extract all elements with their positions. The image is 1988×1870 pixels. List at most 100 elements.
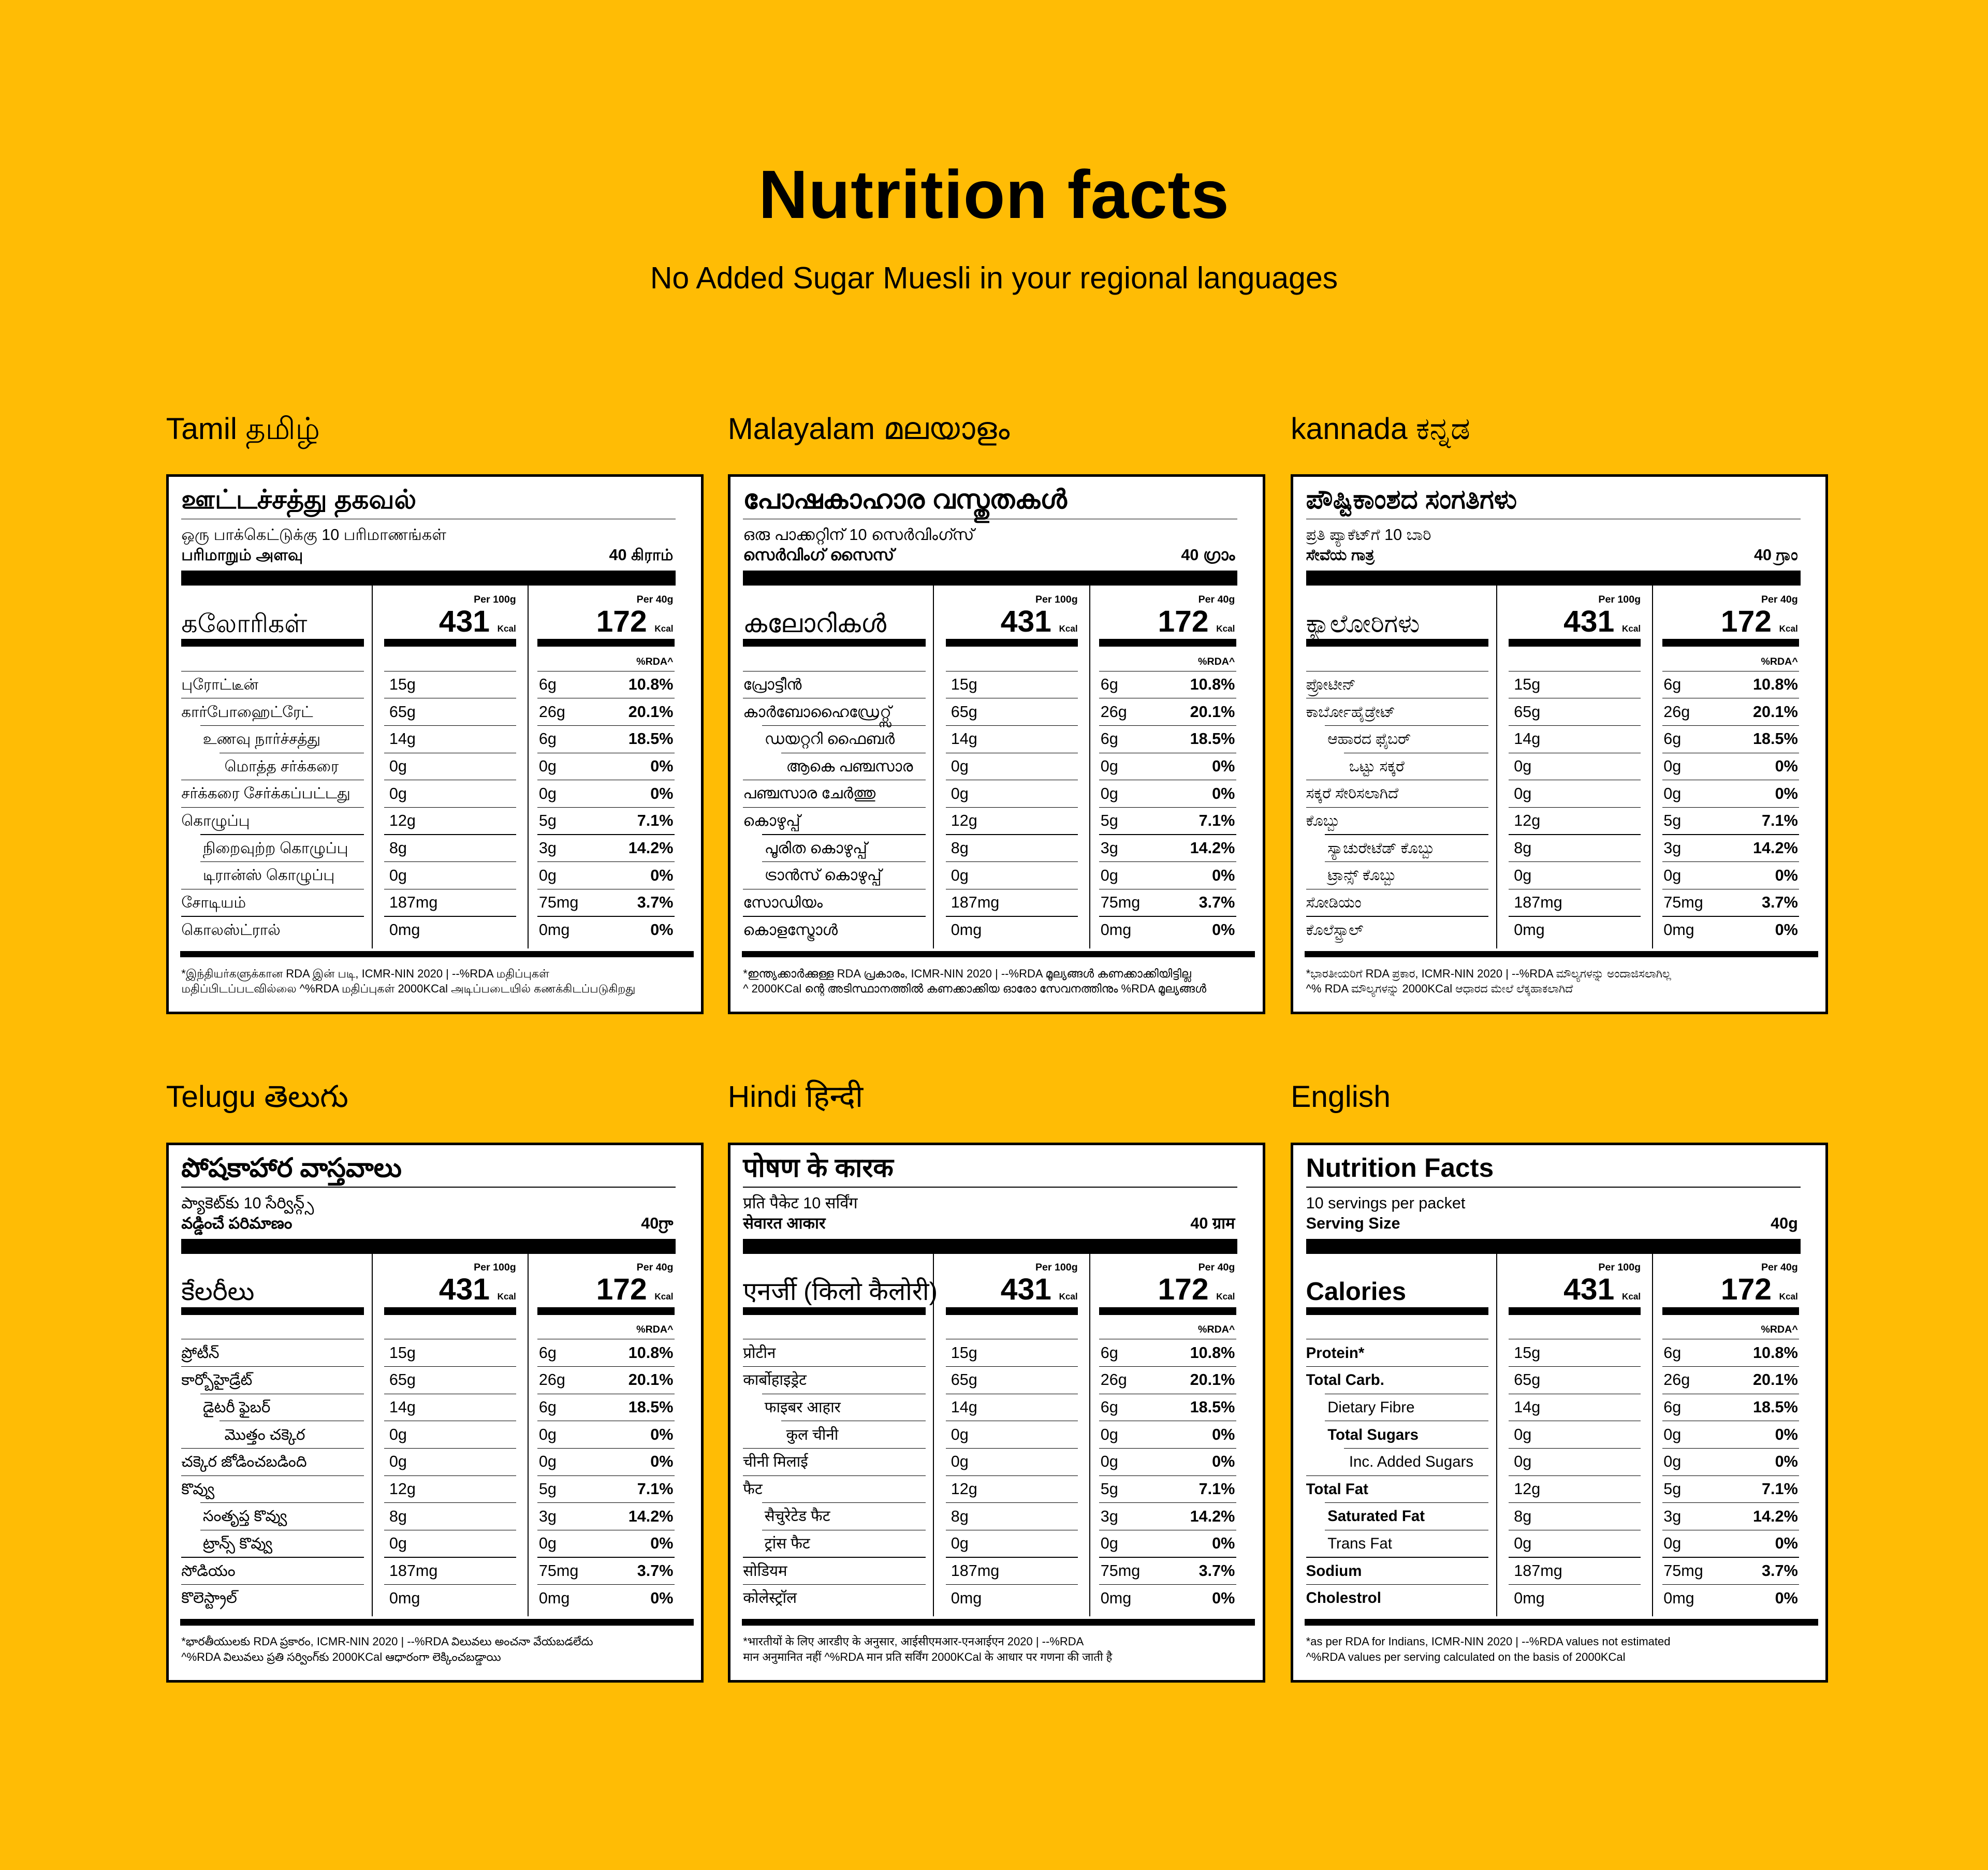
thick-bar xyxy=(1306,639,1489,647)
per-100g-value: 65g xyxy=(951,703,977,721)
per-100g-value: 0g xyxy=(951,1535,969,1553)
rda-label: %RDA^ xyxy=(636,655,674,667)
calories-number: 431 xyxy=(1000,1273,1051,1307)
calories-number: 172 xyxy=(1720,1273,1772,1307)
rda-label: %RDA^ xyxy=(1198,655,1235,667)
per-100g-value: 12g xyxy=(1514,1480,1541,1498)
per-100g-label: Per 100g xyxy=(1035,593,1078,605)
per-100g-label: Per 100g xyxy=(1035,1262,1078,1274)
rda-value: 0% xyxy=(650,1535,674,1553)
nutrient-name: कुल चीनी xyxy=(786,1426,839,1443)
per-100g-label: Per 100g xyxy=(1598,1262,1641,1274)
calories-number: 172 xyxy=(1720,604,1772,638)
per-40g-value: 0g xyxy=(538,1535,557,1553)
row-line xyxy=(1509,1366,1641,1367)
calories-number: 172 xyxy=(596,1273,647,1307)
column-line xyxy=(933,1254,934,1617)
calories-number: 431 xyxy=(1563,604,1615,638)
rda-value: 18.5% xyxy=(1190,1398,1235,1416)
per-100g-value: 187mg xyxy=(951,894,1000,912)
per-40g-value: 6g xyxy=(1100,676,1118,694)
calories-unit: Kcal xyxy=(497,623,516,634)
nutrient-name: సంతృప్త కొవ్వు xyxy=(202,1508,287,1525)
per-40g-value: 0g xyxy=(538,784,557,802)
per-100g-value: 0g xyxy=(389,757,407,776)
label-title: ஊட்டச்சத்து தகவல் xyxy=(181,484,417,515)
rda-value: 18.5% xyxy=(628,1398,674,1416)
footnote: *भारतीयों के लिए आरडीए के अनुसार, आईसीएम… xyxy=(743,1635,1084,1648)
per-40g-label: Per 40g xyxy=(1761,1262,1798,1274)
nutrient-name: ട്രാൻസ് കൊഴുപ്പ് xyxy=(764,867,882,884)
thick-bar xyxy=(180,1619,694,1626)
per-40g-value: 3g xyxy=(1100,839,1118,857)
per-40g-value: 75mg xyxy=(538,894,579,912)
calories-number: 172 xyxy=(596,604,647,638)
row-line xyxy=(1662,1584,1800,1585)
divider xyxy=(743,1187,1238,1188)
nutrient-name: చక్కెర జోడించబడింది xyxy=(181,1453,307,1471)
per-100g-value: 15g xyxy=(389,1343,416,1362)
nutrient-name: कोलेस्ट्रॉल xyxy=(743,1589,797,1607)
per-40g-value: 0g xyxy=(1100,1425,1118,1443)
rda-value: 3.7% xyxy=(1762,1562,1798,1580)
rda-value: 0% xyxy=(1212,921,1235,939)
calories-unit: Kcal xyxy=(1621,623,1641,634)
column-line xyxy=(1496,1254,1497,1617)
label-title: పోషకాహార వాస్తవాలు xyxy=(181,1152,402,1182)
column-line xyxy=(527,1254,529,1617)
calories-label: கலோரிகள் xyxy=(181,609,308,638)
calories-unit: Kcal xyxy=(1621,1292,1641,1302)
per-40g-value: 5g xyxy=(1663,812,1682,830)
row-line xyxy=(537,1475,675,1476)
per-40g-value: 26g xyxy=(538,1371,565,1389)
nutrient-name: ആകെ പഞ്ചസാര xyxy=(786,757,913,775)
rda-value: 14.2% xyxy=(1753,1507,1798,1525)
row-line xyxy=(537,861,675,863)
per-100g-value: 0mg xyxy=(389,921,420,939)
per-40g-value: 0g xyxy=(1100,784,1118,802)
per-100g-value: 65g xyxy=(951,1371,977,1389)
row-line xyxy=(945,1502,1078,1503)
calories-unit: Kcal xyxy=(1216,1292,1235,1302)
calories-label: Calories xyxy=(1306,1278,1406,1306)
per-100g-value: 0g xyxy=(389,866,407,884)
per-100g-value: 12g xyxy=(389,812,416,830)
rda-value: 7.1% xyxy=(1198,812,1235,830)
nutrient-name: சர்க்கரை சேர்க்கப்பட்டது xyxy=(181,785,350,802)
row-line xyxy=(762,834,926,835)
row-line xyxy=(1662,1448,1800,1449)
row-line xyxy=(1662,861,1800,863)
rda-value: 7.1% xyxy=(637,812,674,830)
nutrition-label: ஊட்டச்சத்து தகவல் ஒரு பாக்கெட்டுக்கு 10 ப… xyxy=(166,474,704,1015)
row-line xyxy=(1662,1475,1800,1476)
nutrient-name: ಕೊಲೆಸ್ಟ್ರಾಲ್ xyxy=(1306,921,1364,939)
rda-value: 3.7% xyxy=(637,894,674,912)
column-line xyxy=(527,586,529,948)
nutrient-name: फाइबर आहार xyxy=(764,1398,841,1416)
rda-value: 20.1% xyxy=(1190,1371,1235,1389)
rda-value: 0% xyxy=(650,757,674,776)
row-line xyxy=(537,1448,675,1449)
rda-value: 0% xyxy=(1775,866,1798,884)
row-line xyxy=(1662,725,1800,726)
nutrition-label: പോഷകാഹാര വസ്തുതകൾ ഒരു പാക്കറ്റിന് 10 സെർവ… xyxy=(727,474,1266,1015)
row-line xyxy=(384,1502,516,1503)
column-line xyxy=(1652,1254,1654,1617)
calories-unit: Kcal xyxy=(654,1292,674,1302)
serving-size-label: వడ్డించే పరిమాణం xyxy=(181,1215,293,1232)
thick-bar xyxy=(181,1238,676,1254)
per-100g-value: 8g xyxy=(951,839,969,857)
panel-heading: Hindi हिन्दी xyxy=(727,1080,864,1114)
rda-value: 10.8% xyxy=(1753,676,1798,694)
nutrient-name: ಒಟ್ಟು ಸಕ್ಕರೆ xyxy=(1349,757,1405,775)
nutrition-label: ಪೌಷ್ಟಿಕಾಂಶದ ಸಂಗತಿಗಳು ಪ್ರತಿ ಪ್ಯಾಕೆಟ್‌ಗೆ 10… xyxy=(1291,474,1829,1015)
label-title: ಪೌಷ್ಟಿಕಾಂಶದ ಸಂಗತಿಗಳು xyxy=(1306,484,1517,515)
rda-value: 0% xyxy=(1212,1425,1235,1443)
thick-bar xyxy=(1099,1307,1236,1315)
rda-value: 0% xyxy=(1775,921,1798,939)
per-40g-label: Per 40g xyxy=(1198,1262,1235,1274)
rda-label: %RDA^ xyxy=(1761,655,1798,667)
row-line xyxy=(537,1502,675,1503)
thick-bar xyxy=(741,951,1255,957)
